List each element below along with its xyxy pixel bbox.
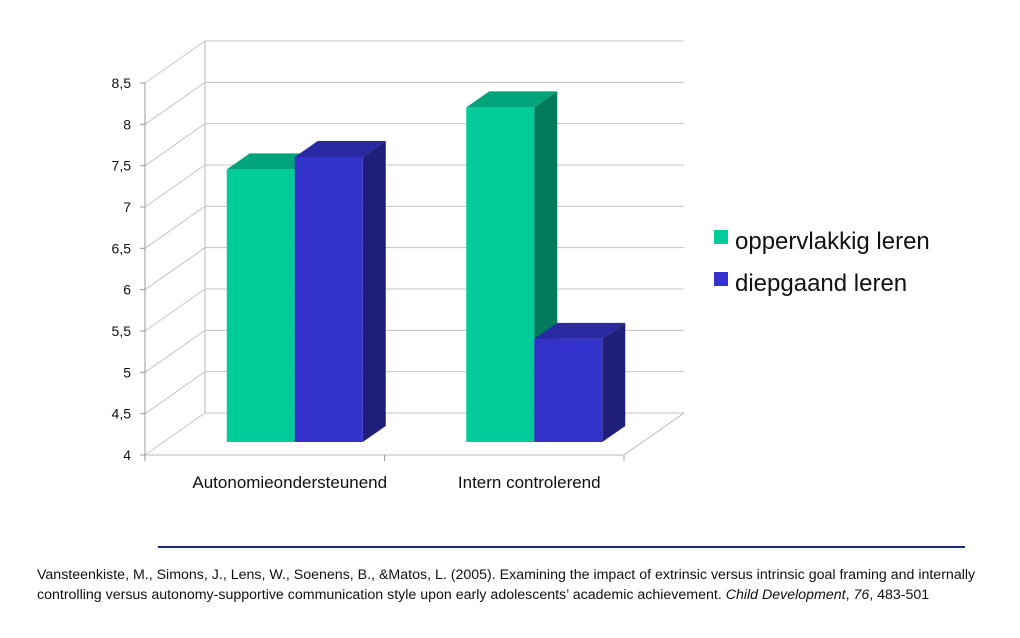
bar-front <box>466 107 535 443</box>
bar-front <box>534 338 603 442</box>
divider <box>158 546 965 548</box>
bars <box>226 91 626 443</box>
y-tick-label: 8 <box>123 116 131 132</box>
bar-front <box>226 169 295 442</box>
y-tick-label: 4,5 <box>112 406 132 422</box>
y-tick-label: 6,5 <box>112 240 132 256</box>
bar-side <box>362 141 386 442</box>
citation: Vansteenkiste, M., Simons, J., Lens, W.,… <box>37 565 1007 605</box>
legend-label: diepgaand leren <box>735 270 907 297</box>
y-tick-label: 8,5 <box>112 75 132 91</box>
gridline <box>144 40 684 84</box>
bar-top <box>466 91 558 108</box>
y-tick-label: 5 <box>123 364 131 380</box>
citation-pages: , 483-501 <box>869 587 930 603</box>
gridline <box>144 164 684 208</box>
x-category-label: Intern controlerend <box>458 473 601 492</box>
y-tick-label: 4 <box>123 447 131 463</box>
y-tick-label: 5,5 <box>112 323 132 339</box>
x-axis-categories: Autonomieondersteunend Intern controleren… <box>192 473 600 492</box>
bar-diepgaand-0 <box>294 141 386 442</box>
legend-swatch <box>714 272 728 286</box>
y-tick-label: 7 <box>123 199 131 215</box>
bar-chart: 4 4,5 5 5,5 6 6,5 7 7,5 8 8,5 Autonomieondersteun… <box>112 40 930 492</box>
bar-top <box>534 322 626 339</box>
bar-top <box>294 141 386 157</box>
y-axis: 4 4,5 5 5,5 6 6,5 7 7,5 8 8,5 <box>112 75 625 463</box>
floor-right-edge <box>623 412 685 456</box>
gridline <box>144 81 684 125</box>
gridline <box>144 123 684 167</box>
citation-authors: Vansteenkiste, M., Simons, J., Lens, W.,… <box>37 567 976 603</box>
citation-volume: 76 <box>853 587 870 603</box>
legend-swatch <box>714 230 728 244</box>
legend-label: oppervlakkig leren <box>735 228 930 255</box>
legend: oppervlakkig leren diepgaand leren <box>714 228 930 297</box>
bar-diepgaand-1 <box>534 322 626 442</box>
bar-side <box>602 322 626 442</box>
gridline <box>144 205 684 249</box>
y-tick-label: 6 <box>123 282 131 298</box>
citation-journal: Child Development <box>725 587 846 603</box>
citation-separator: , <box>845 587 854 603</box>
bar-front <box>294 157 363 442</box>
y-tick-label: 7,5 <box>112 158 132 174</box>
x-category-label: Autonomieondersteunend <box>192 473 387 492</box>
gridline <box>144 247 684 291</box>
